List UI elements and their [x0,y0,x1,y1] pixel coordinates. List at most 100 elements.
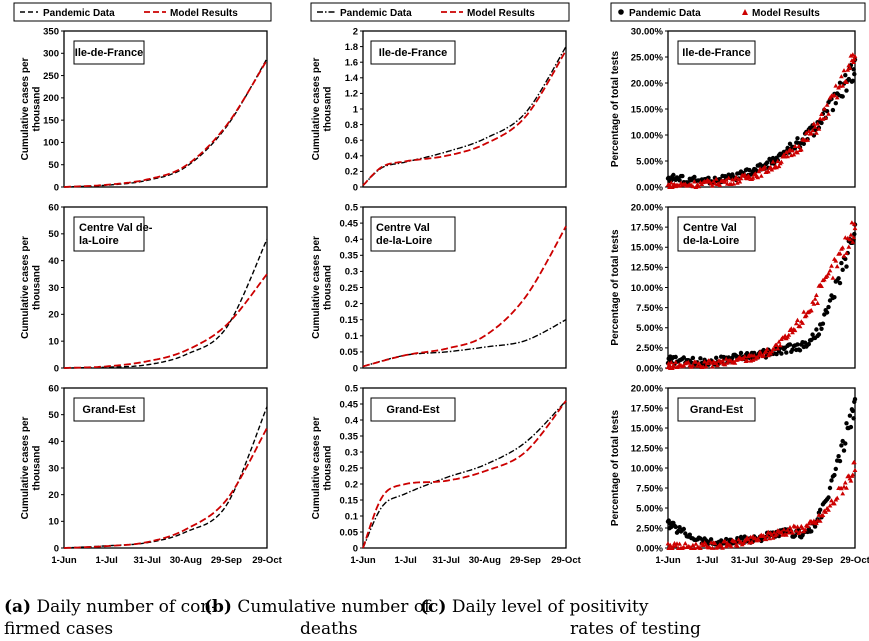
series-model-markers [665,220,858,370]
pandemic-marker [708,537,714,542]
y-tick-label: 250 [43,71,59,82]
pandemic-marker [852,397,858,402]
pandemic-marker [826,304,831,310]
x-tick-label: 29-Sep [211,555,242,566]
x-tick-label: 31-Jul [133,555,160,566]
model-marker [829,263,834,268]
model-marker [783,149,789,155]
y-axis-label: Percentage of total tests [610,50,621,167]
model-marker [800,525,806,530]
x-tick-label: 31-Jul [731,555,758,566]
model-marker [820,116,826,121]
region-label: Grand-Est [690,404,744,416]
model-marker [712,540,718,546]
y-tick-label: 15.00% [631,423,664,434]
model-marker [776,339,782,344]
model-marker [696,184,702,189]
legend-box [610,2,866,22]
model-marker [786,530,792,535]
model-marker [764,346,770,351]
model-marker [767,536,772,541]
pandemic-marker [847,413,853,418]
x-tick-label: 29-Oct [840,555,869,566]
pandemic-marker [747,167,752,173]
model-marker [731,181,737,186]
y-axis-label: Cumulative cases perthousand [20,57,43,160]
region-label: Ile-de-France [682,47,750,59]
model-marker [832,92,837,98]
model-marker [792,327,798,333]
y-axis-label: Cumulative cases perthousand [20,236,43,339]
y-tick-label: 5.00% [636,156,663,167]
pandemic-marker [680,173,685,179]
region-box [677,216,756,252]
model-marker [848,478,854,483]
model-marker [844,250,849,255]
plot-frame [362,387,567,549]
plot-frame [63,30,268,188]
model-marker [690,542,696,547]
y-tick-label: 15.00% [631,104,664,115]
model-marker [781,527,787,532]
region-box [73,216,145,252]
pandemic-marker [832,472,837,478]
panel-b-3: 0 0.05 0.1 0.15 0.2 0.25 0.3 0.35 0.4 0.45 0.5 Cumu… [311,383,582,566]
y-tick-label: 1.2 [345,89,358,100]
model-marker [793,528,799,533]
series-model-line [362,400,567,549]
caption-c-line1: Daily level of positivity [452,597,649,617]
y-tick-label: 200 [43,93,59,104]
pandemic-marker [714,355,719,360]
model-marker [750,357,756,362]
model-marker [851,235,857,240]
model-marker [702,359,708,364]
model-marker [685,359,691,365]
pandemic-marker [837,280,843,286]
y-tick-label: 0 [54,543,59,554]
pandemic-marker [843,441,848,446]
y-tick-label: 2.50% [636,343,663,354]
model-marker [852,53,858,59]
model-marker [785,154,791,159]
model-marker [769,349,775,354]
model-marker [803,130,809,135]
model-marker [750,175,756,180]
caption-b-label: (b) [204,597,232,617]
x-tick-label: 1-Jul [96,555,118,566]
caption-b-line1: Cumulative number of [237,597,432,617]
region-label: Grand-Est [386,404,440,416]
y-tick-label: 5.00% [636,323,663,334]
model-marker [792,143,798,148]
model-marker [790,148,795,153]
model-marker [839,486,844,491]
pandemic-marker [666,518,671,523]
model-marker [814,292,819,297]
model-marker [802,527,808,532]
series-pandemic-markers [665,57,858,186]
model-marker [775,158,781,164]
pandemic-marker [692,174,697,180]
y-tick-label: 0.00% [636,182,663,193]
panel-b-1: 0 0.2 0.4 0.6 0.8 1 1.2 1.4 1.6 1.8 2 Cumulative ca… [311,26,567,193]
model-marker [827,503,833,508]
model-marker [790,530,795,535]
pandemic-marker [839,260,844,266]
model-marker [823,509,829,514]
pandemic-marker [687,532,692,537]
legend-c: Pandemic Data Model Results [610,2,866,22]
model-marker [840,245,846,250]
model-marker [675,364,681,369]
panel-c-3: 0.00% 2.50% 5.00% 7.50% 10.00% 12.50% 15.00% 17… [610,383,869,566]
model-marker [690,363,696,368]
model-marker [839,74,844,79]
pandemic-marker [836,276,841,281]
y-tick-label: 0.5 [345,383,359,394]
pandemic-marker [837,80,843,86]
pandemic-marker [809,529,814,534]
pandemic-marker [738,350,744,356]
model-marker [765,169,771,174]
x-tick-label: 29-Oct [551,555,581,566]
model-marker [665,541,671,546]
y-tick-label: 0.45 [340,218,359,229]
region-box [370,397,456,422]
